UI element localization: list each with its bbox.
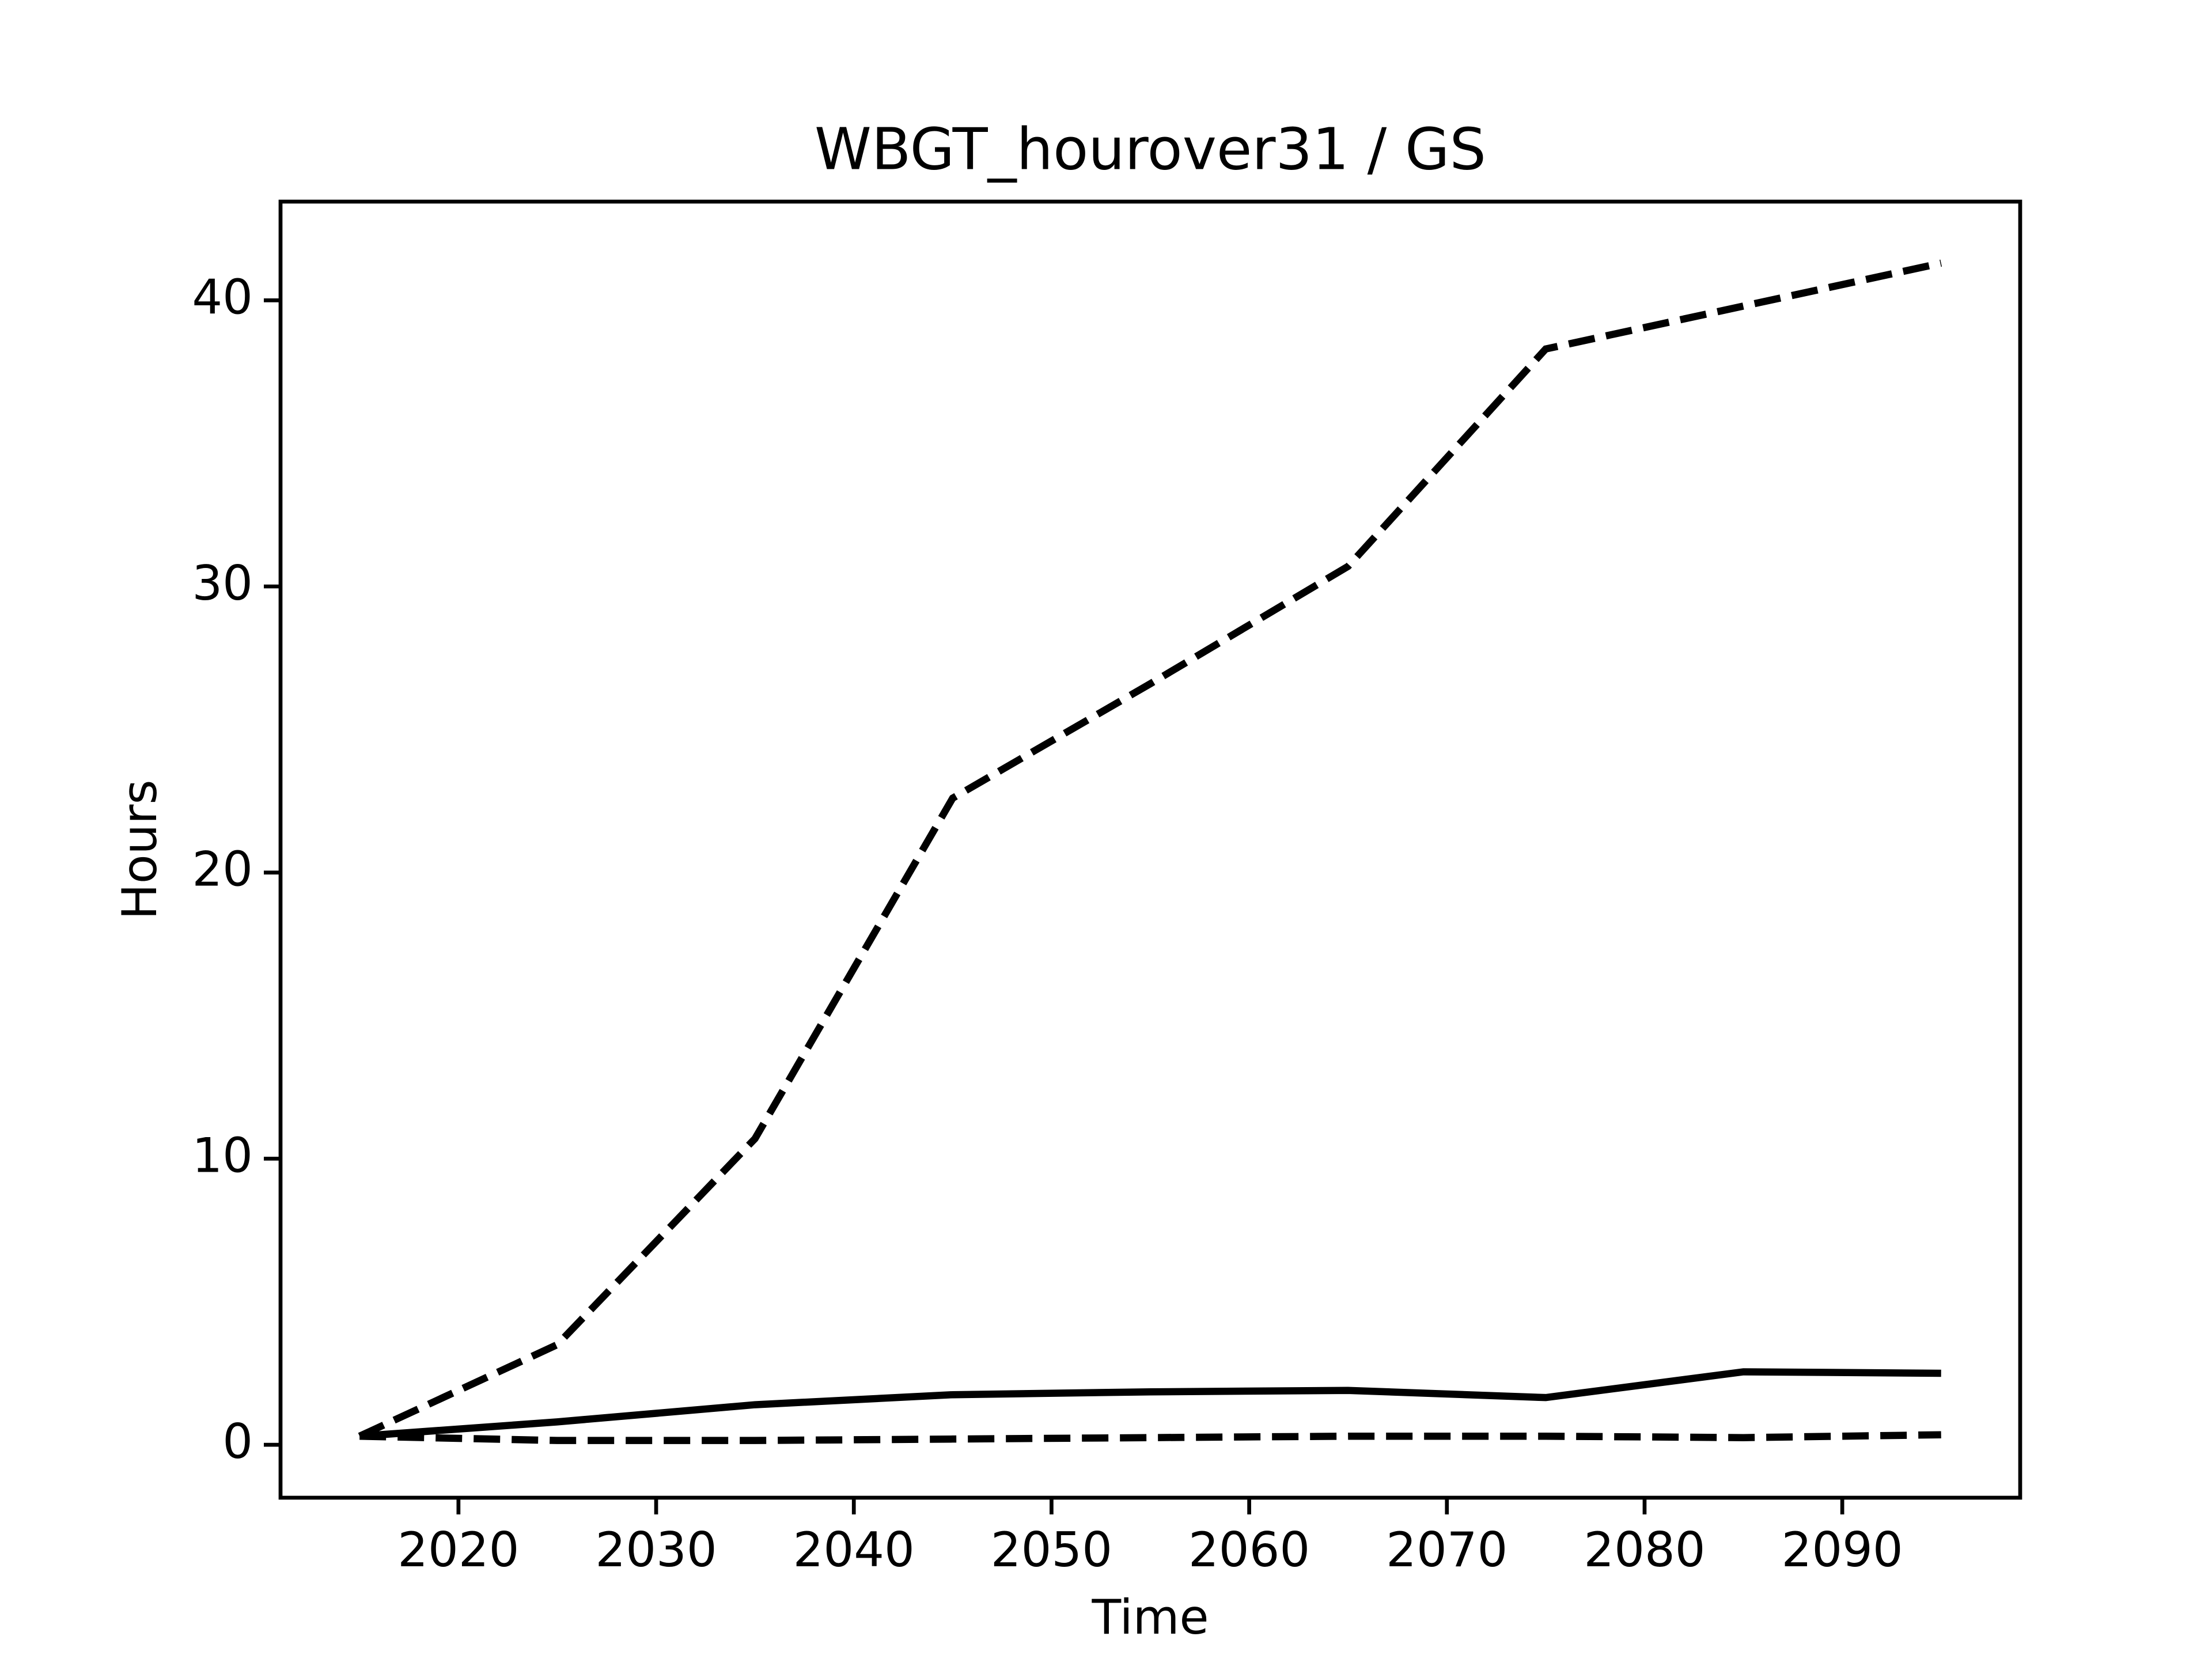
x-tick-label: 2050	[991, 1522, 1112, 1578]
plot-frame	[278, 199, 2022, 1500]
x-tick-label: 2090	[1782, 1522, 1903, 1578]
y-tick-label: 10	[192, 1127, 253, 1183]
x-tick-label: 2030	[595, 1522, 717, 1578]
x-tick-label: 2080	[1584, 1522, 1705, 1578]
y-axis-label: Hours	[112, 779, 168, 919]
chart-title: WBGT_hourover31 / GS	[815, 115, 1486, 183]
data-line	[359, 1431, 1941, 1444]
data-line	[358, 259, 1942, 1440]
x-tick-label: 2070	[1386, 1522, 1508, 1578]
y-tick-label: 40	[192, 269, 253, 325]
x-axis-label: Time	[1091, 1589, 1209, 1645]
y-tick-label: 20	[192, 842, 253, 897]
x-tick-label: 2020	[397, 1522, 519, 1578]
x-tick-label: 2060	[1188, 1522, 1310, 1578]
y-tick-label: 0	[222, 1414, 253, 1469]
x-tick-label: 2040	[793, 1522, 915, 1578]
y-tick-label: 30	[192, 555, 253, 611]
data-line	[359, 1368, 1941, 1440]
